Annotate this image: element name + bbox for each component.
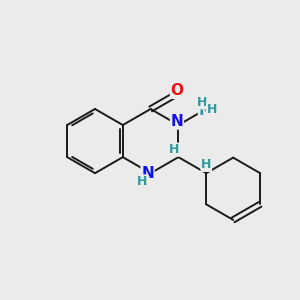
Text: N: N xyxy=(141,166,154,181)
Text: H: H xyxy=(207,103,217,116)
Text: N: N xyxy=(199,103,211,118)
Text: H: H xyxy=(137,175,148,188)
Text: H: H xyxy=(197,96,207,109)
Text: N: N xyxy=(171,114,183,129)
Text: H: H xyxy=(201,158,211,171)
Text: H: H xyxy=(169,143,179,156)
Text: O: O xyxy=(170,83,184,98)
